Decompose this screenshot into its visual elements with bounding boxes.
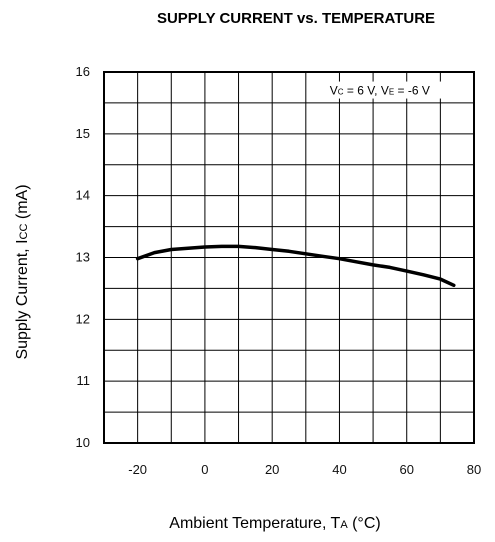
y-tick-label: 12 xyxy=(76,311,90,326)
series-layer xyxy=(135,244,456,288)
y-axis-label: Supply Current, ICC (mA) xyxy=(14,184,31,359)
annotation-ve-value: = -6 V xyxy=(394,84,430,98)
grid-layer xyxy=(103,71,475,444)
y-axis-label-unit: (mA) xyxy=(14,184,31,223)
y-tick-label: 16 xyxy=(76,64,90,79)
y-axis-label-subscript: CC xyxy=(18,224,30,240)
x-tick-label: 80 xyxy=(467,462,481,477)
y-tick-label: 13 xyxy=(76,250,90,265)
conditions-annotation: VC = 6 V, VE = -6 V xyxy=(330,84,430,98)
annotation-vc-symbol: V xyxy=(330,84,338,98)
x-tick-label: 20 xyxy=(265,462,279,477)
x-tick-label: 60 xyxy=(399,462,413,477)
x-axis-ticks: -20 0 20 40 60 80 xyxy=(128,462,481,477)
chart-title: SUPPLY CURRENT vs. TEMPERATURE xyxy=(157,10,435,27)
x-tick-label: -20 xyxy=(128,462,147,477)
y-tick-label: 11 xyxy=(77,373,91,388)
y-tick-label: 15 xyxy=(76,126,90,141)
supply-current-curve xyxy=(135,244,456,288)
annotation-background xyxy=(311,81,448,99)
plot-frame xyxy=(103,71,475,444)
x-axis-label-unit: (°C) xyxy=(348,515,381,532)
annotation-ve-subscript: E xyxy=(389,88,394,97)
x-axis-label-subscript: A xyxy=(340,519,348,531)
x-axis-label-main: Ambient Temperature, T xyxy=(169,515,340,532)
x-axis-label: Ambient Temperature, TA (°C) xyxy=(169,515,380,532)
y-axis-label-main: Supply Current, I xyxy=(14,239,31,359)
annotation-vc-value: = 6 V, V xyxy=(344,84,389,98)
x-tick-label: 40 xyxy=(332,462,346,477)
y-tick-label: 14 xyxy=(76,188,90,203)
y-axis-ticks: 10 11 12 13 14 15 16 xyxy=(76,64,90,450)
annotation-vc-subscript: C xyxy=(338,88,344,97)
x-tick-label: 0 xyxy=(201,462,208,477)
y-tick-label: 10 xyxy=(76,435,90,450)
